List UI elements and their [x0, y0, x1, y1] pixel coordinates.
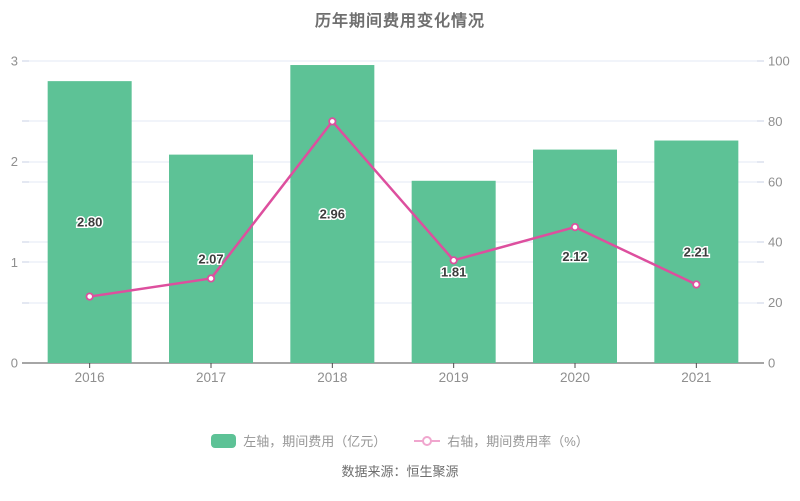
line-point-2018[interactable]: [328, 117, 337, 126]
right-axis-tick-label: 100: [768, 54, 790, 69]
right-axis-tick-label: 20: [768, 295, 782, 310]
right-axis-tick-label: 80: [768, 114, 782, 129]
legend: 左轴，期间费用（亿元） 右轴，期间费用率（%）: [0, 431, 800, 450]
x-axis-label-2016: 2016: [75, 370, 105, 385]
bar-value-label-2017: 2.07: [198, 251, 223, 266]
bar-value-label-2018: 2.96: [320, 207, 345, 222]
legend-item-bar-series[interactable]: 左轴，期间费用（亿元）: [211, 431, 386, 450]
left-axis-tick-label: 1: [11, 255, 18, 270]
bar-2018[interactable]: [290, 65, 375, 363]
left-axis-tick-label: 2: [11, 154, 18, 169]
bar-value-label-2020: 2.12: [562, 249, 587, 264]
x-axis-label-2017: 2017: [196, 370, 226, 385]
bar-value-label-2016: 2.80: [77, 215, 102, 230]
line-point-2019[interactable]: [449, 256, 458, 265]
line-series-swatch-icon: [414, 434, 441, 448]
line-point-2017[interactable]: [206, 274, 216, 283]
bar-2016[interactable]: [47, 81, 132, 363]
rate-line: [89, 120, 697, 298]
bar-2021[interactable]: [654, 140, 739, 363]
chart-title: 历年期间费用变化情况: [314, 13, 485, 30]
left-axis-tick-label: 0: [11, 356, 18, 371]
bar-value-label-2021: 2.21: [684, 244, 709, 259]
x-axis-label-2020: 2020: [560, 370, 590, 385]
bar-value-label-2019: 1.81: [441, 264, 466, 279]
legend-bar-label: 左轴，期间费用（亿元）: [243, 434, 387, 449]
x-axis-label-2021: 2021: [681, 370, 711, 385]
line-point-2016[interactable]: [85, 292, 94, 301]
line-point-2021[interactable]: [692, 280, 701, 289]
bar-2020[interactable]: [533, 149, 617, 363]
bar-2019[interactable]: [411, 180, 496, 363]
chart-plot-area: 0 1 2 3 0 20 40 60 80 100 2016 2017 2018 2019 2020 2021…: [11, 54, 790, 386]
bar-2017[interactable]: [169, 154, 253, 363]
right-axis-tick-label: 0: [768, 356, 775, 371]
right-axis-tick-label: 60: [768, 174, 782, 189]
legend-item-line-series[interactable]: 右轴，期间费用率（%）: [414, 431, 589, 450]
data-source: 数据来源：恒生聚源: [341, 464, 459, 479]
right-axis-tick-label: 40: [768, 235, 782, 250]
x-axis-label-2018: 2018: [317, 370, 347, 385]
left-axis-tick-label: 3: [11, 54, 18, 69]
line-point-2020[interactable]: [570, 223, 580, 232]
bar-series-swatch-icon: [211, 433, 237, 448]
x-axis-label-2019: 2019: [439, 370, 469, 385]
legend-line-label: 右轴，期间费用率（%）: [447, 434, 589, 449]
